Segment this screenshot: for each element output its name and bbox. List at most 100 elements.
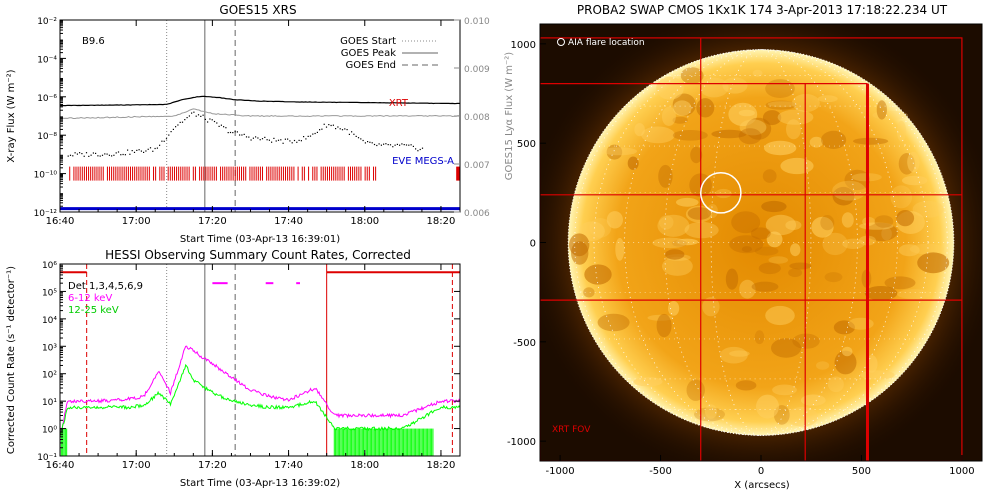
goes-short-channel-point: [273, 137, 275, 139]
swap-texture-blob: [792, 94, 820, 112]
goes-short-channel-point: [220, 124, 222, 126]
goes-short-channel-point: [177, 124, 179, 126]
swap-texture-blob: [788, 268, 803, 278]
goes-panel: GOES15 XRS 16:40 17:00 17:20 17:40 18:00 18:2…: [6, 3, 515, 245]
goes-short-channel-point: [188, 115, 190, 117]
swap-disk-texture: [568, 49, 954, 436]
swap-texture-blob: [731, 211, 761, 234]
goes-short-channel-point: [99, 155, 101, 157]
swap-texture-blob: [671, 239, 688, 247]
swap-xtick-label: -500: [649, 466, 672, 477]
goes-short-channel-point: [284, 138, 286, 140]
goes-short-channel-point: [149, 147, 152, 149]
goes-short-channel-point: [330, 124, 332, 127]
goes-short-channel-point: [268, 139, 270, 141]
swap-texture-blob: [762, 169, 777, 183]
swap-texture-blob: [822, 232, 848, 256]
goes-short-channel-point: [259, 139, 261, 141]
hessi-ytick-label: 10¹: [42, 398, 57, 408]
swap-texture-blob: [672, 116, 688, 124]
goes-ytick-right-label: 0.008: [464, 113, 490, 123]
goes-short-channel-point: [115, 152, 117, 154]
goes-short-channel-point: [106, 153, 108, 155]
swap-xlabel: X (arcsecs): [734, 480, 790, 491]
goes-short-channel-point: [353, 133, 355, 135]
swap-texture-blob: [652, 237, 688, 249]
goes-short-channel-point: [129, 153, 131, 155]
swap-texture-blob: [896, 210, 915, 227]
hessi-legend: Det 1,3,4,5,6,9 6-12 keV 12-25 keV: [68, 281, 143, 316]
swap-texture-blob: [792, 333, 820, 349]
hessi-series-12-25: [60, 363, 460, 437]
swap-texture-blob: [735, 380, 757, 391]
swap-texture-blob: [684, 221, 719, 239]
goes-short-channel-point: [156, 147, 158, 149]
swap-texture-blob: [597, 313, 630, 332]
swap-ytick-label: -500: [513, 338, 536, 349]
hessi-axes: 16:40 17:00 17:20 17:40 18:00 18:20 10⁻¹ 10⁰ 10¹…: [37, 261, 461, 471]
goes-short-channel-point: [113, 154, 115, 156]
goes-short-channel-point: [241, 134, 243, 136]
goes-short-channel-point: [159, 144, 161, 146]
goes-short-channel-point: [367, 141, 369, 143]
hessi-series-6-12: [60, 345, 460, 438]
hessi-legend-6-12: 6-12 keV: [68, 293, 112, 304]
goes-short-channel-point: [101, 154, 104, 156]
swap-texture-blob: [615, 237, 625, 261]
swap-texture-blob: [786, 119, 801, 140]
goes-short-channel-point: [211, 119, 213, 121]
goes-short-channel-point: [371, 142, 373, 144]
swap-overlay: [540, 37, 963, 461]
goes-short-channel-point: [401, 143, 403, 145]
goes-short-channel-point: [111, 155, 113, 157]
swap-texture-blob: [842, 238, 865, 249]
swap-texture-blob: [658, 215, 674, 230]
goes-short-channel-point: [282, 142, 284, 144]
goes-short-channel-point: [186, 117, 188, 119]
goes-short-channel-point: [213, 120, 216, 123]
swap-texture-blob: [767, 101, 797, 108]
swap-texture-blob: [811, 216, 834, 238]
swap-texture-blob: [725, 268, 739, 290]
goes-short-channel-point: [200, 115, 202, 117]
goes-short-channel-point: [250, 139, 252, 141]
goes-short-channel-point: [252, 137, 254, 139]
goes-xtick-label: 16:40: [46, 216, 75, 227]
swap-grid-lon: [574, 49, 948, 436]
goes-short-channel-point: [168, 134, 170, 136]
swap-texture-blob: [656, 313, 672, 338]
goes-short-channel-point: [289, 140, 291, 142]
swap-texture-blob: [841, 212, 854, 228]
swap-grid-lon: [624, 49, 898, 436]
goes-ytick-right-label: 0.010: [464, 17, 490, 27]
goes-short-channel-point: [122, 153, 124, 156]
swap-texture-blob: [704, 404, 718, 419]
swap-texture-blob: [865, 222, 898, 242]
goes-short-channel-point: [316, 131, 318, 133]
swap-texture-blob: [584, 264, 612, 285]
goes-short-channel-point: [181, 121, 184, 123]
goes-short-channel-point: [355, 135, 357, 137]
goes-short-channel-point: [127, 149, 129, 151]
goes-short-channel-point: [307, 135, 309, 137]
goes-short-channel-point: [232, 132, 234, 134]
swap-texture-blob: [896, 120, 907, 142]
goes-short-channel-point: [341, 129, 344, 131]
goes-ytick-right-label: 0.007: [464, 161, 490, 171]
swap-texture-blob: [633, 377, 663, 387]
hessi-ylabel: Corrected Count Rate (s⁻¹ detector⁻¹): [6, 266, 17, 454]
goes-xtick-label: 18:20: [427, 216, 456, 227]
goes-short-channel-point: [412, 145, 414, 147]
swap-texture-blob: [790, 243, 801, 257]
goes-short-channel-point: [97, 155, 99, 157]
swap-texture-blob: [606, 144, 623, 160]
swap-texture-blob: [884, 276, 916, 290]
swap-texture-blob: [702, 297, 720, 317]
goes-short-channel-point: [378, 143, 380, 145]
swap-texture-blob: [694, 407, 725, 422]
swap-texture-blob: [841, 346, 853, 357]
swap-texture-blob: [780, 157, 814, 175]
goes-short-channel-point: [369, 141, 371, 143]
swap-xtick-label: -1000: [546, 466, 575, 477]
hessi-title: HESSI Observing Summary Count Rates, Cor…: [105, 248, 411, 262]
